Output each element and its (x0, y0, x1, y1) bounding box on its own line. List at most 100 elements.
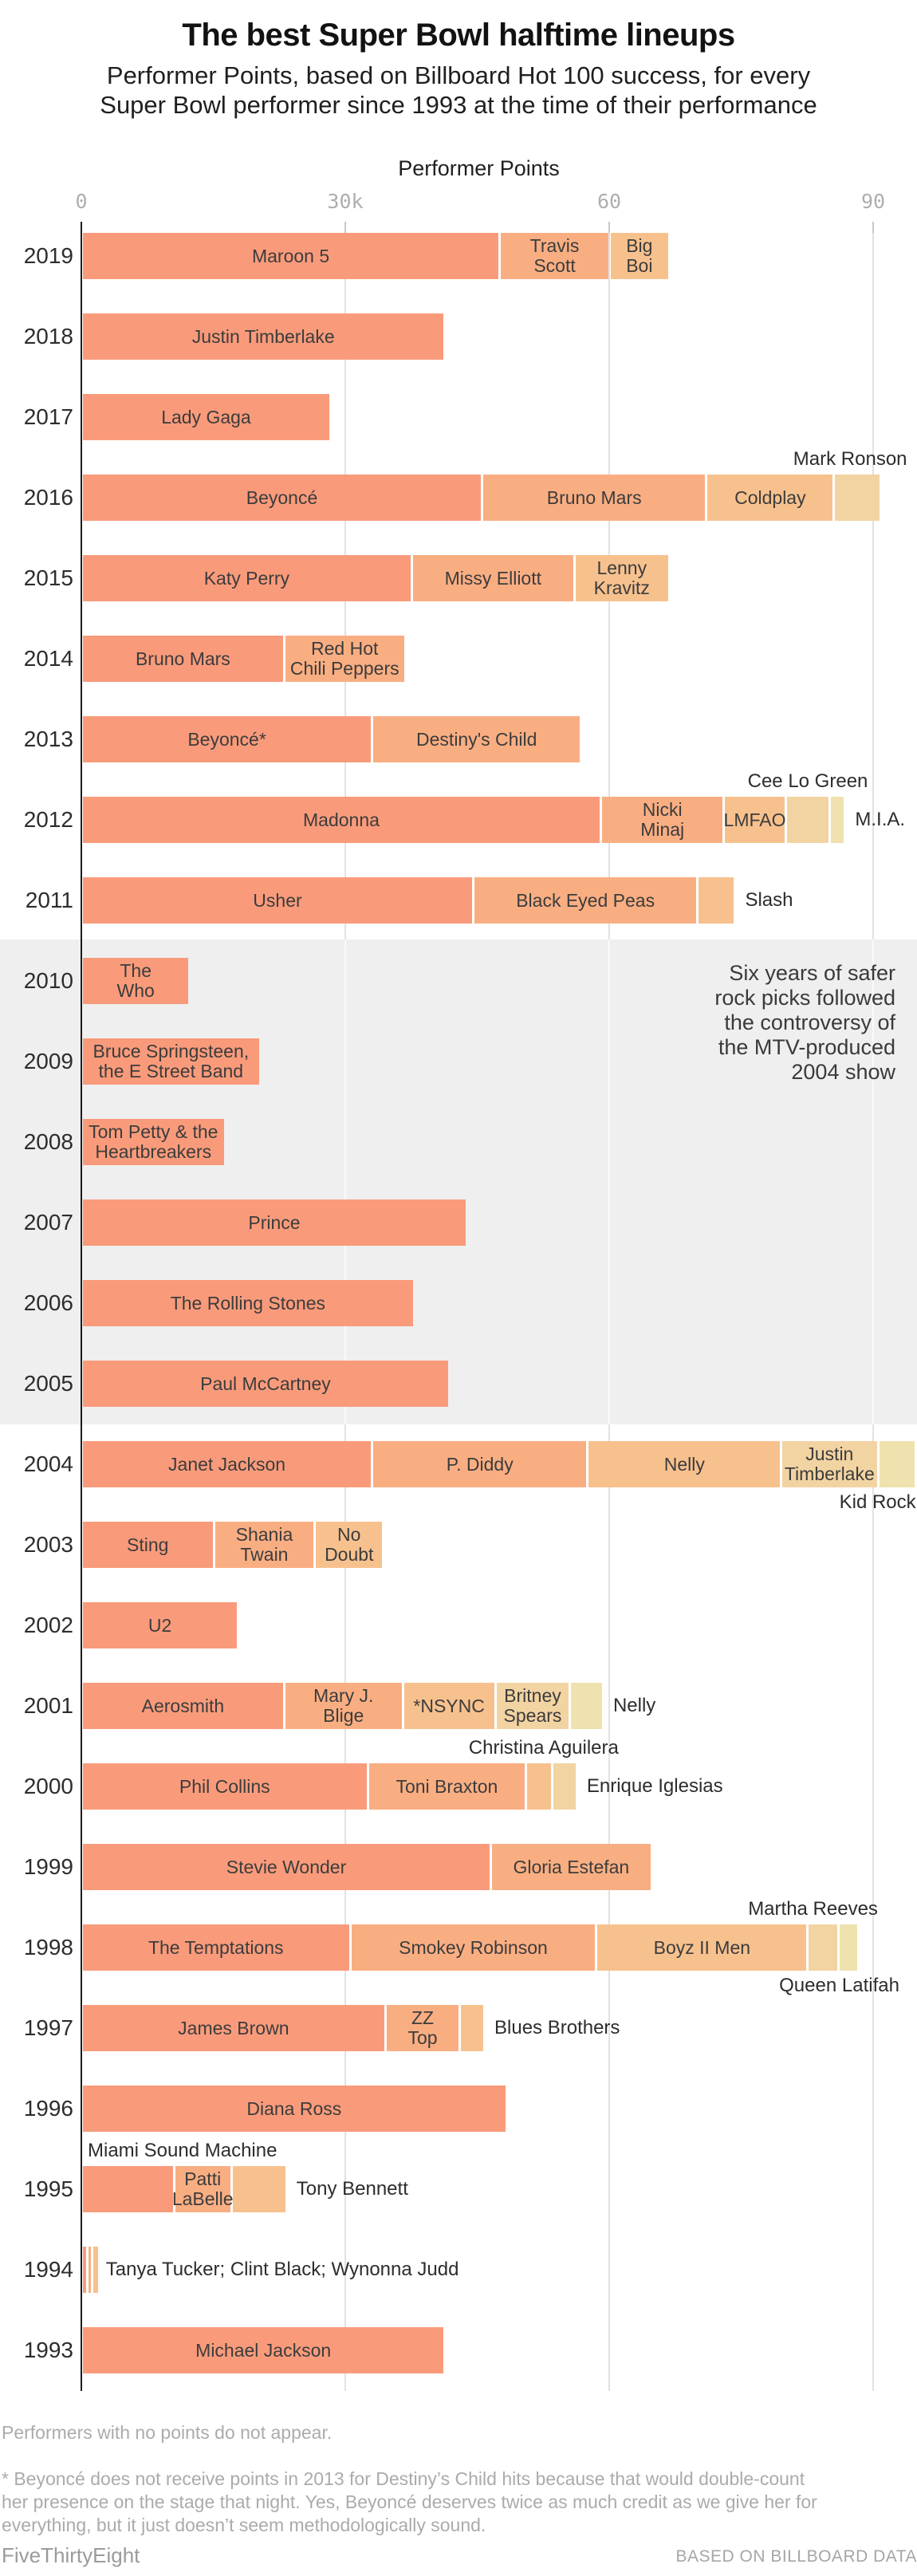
year-label-2013: 2013 (23, 727, 73, 751)
segment-label: U2 (148, 1614, 172, 1636)
bar-segment-2001--nsync: *NSYNC (403, 1683, 494, 1729)
segment-label: ZZ Top (407, 2007, 438, 2048)
chart-subtitle: Performer Points, based on Billboard Hot… (100, 61, 817, 119)
bar-segment-1993-michael-jackson: Michael Jackson (83, 2327, 444, 2373)
bar-segment-2004-kid-rock (879, 1441, 915, 1487)
bar-segment-2001-aerosmith: Aerosmith (83, 1683, 283, 1729)
segment-label: Travis Scott (529, 235, 580, 276)
segment-label: No Doubt (325, 1524, 374, 1565)
segment-label: Beyoncé (246, 486, 318, 508)
bar-segment-2004-p-diddy: P. Diddy (373, 1441, 587, 1487)
outside-label-martha-reeves: Martha Reeves (748, 1898, 878, 1920)
year-label-2005: 2005 (23, 1371, 73, 1396)
year-label-1996: 1996 (23, 2096, 73, 2121)
bar-segment-2018-justin-timberlake: Justin Timberlake (83, 313, 444, 360)
segment-label: Bruno Mars (546, 486, 642, 508)
year-label-2017: 2017 (23, 404, 73, 429)
year-label-2006: 2006 (23, 1290, 73, 1315)
bar-segment-2016-mark-ronson (835, 475, 880, 521)
segment-label: Beyoncé* (187, 728, 266, 750)
bar-segment-1997-james-brown: James Brown (83, 2005, 384, 2051)
year-label-2015: 2015 (23, 565, 73, 590)
source-fivethirtyeight: FiveThirtyEight (2, 2543, 140, 2567)
outside-label-miami-sound-machine: Miami Sound Machine (88, 2140, 277, 2161)
bar-segment-2015-lenny-kravitz: Lenny Kravitz (575, 555, 668, 601)
year-label-1999: 1999 (23, 1854, 73, 1879)
outside-label-slash: Slash (745, 889, 793, 911)
year-label-2014: 2014 (23, 646, 73, 671)
bar-segment-2012-cee-lo-green (786, 797, 828, 843)
segment-label: Patti LaBelle (171, 2168, 234, 2209)
bar-segment-2000-phil-collins: Phil Collins (83, 1763, 367, 1810)
bar-segment-2012-nicki-minaj: Nicki Minaj (601, 797, 723, 843)
bar-segment-2011-usher: Usher (83, 877, 472, 924)
segment-label: Madonna (303, 809, 380, 830)
bar-segment-1998-smokey-robinson: Smokey Robinson (351, 1924, 596, 1971)
bar-segment-2001-nelly (571, 1683, 602, 1729)
bar-segment-2009-bruce-springsteen-the-e-street-band: Bruce Springsteen, the E Street Band (83, 1038, 259, 1085)
bar-segment-2003-sting: Sting (83, 1522, 213, 1568)
bar-segment-1999-stevie-wonder: Stevie Wonder (83, 1844, 490, 1890)
outside-label-1994-group: Tanya Tucker; Clint Black; Wynonna Judd (105, 2259, 459, 2280)
segment-label: Shania Twain (235, 1524, 293, 1565)
segment-label: Aerosmith (141, 1695, 225, 1716)
bar-segment-2016-coldplay: Coldplay (707, 475, 833, 521)
segment-label: Maroon 5 (251, 245, 330, 266)
year-label-2007: 2007 (23, 1210, 73, 1235)
bar-segment-2004-janet-jackson: Janet Jackson (83, 1441, 372, 1487)
year-label-2010: 2010 (23, 968, 73, 993)
tick-mark-90 (872, 222, 874, 233)
year-label-2018: 2018 (23, 324, 73, 349)
segment-label: Nelly (663, 1453, 705, 1475)
y-axis-line (81, 222, 82, 2391)
segment-label: Nicki Minaj (640, 799, 685, 840)
outside-label-queen-latifah: Queen Latifah (779, 1975, 899, 1996)
outside-label-tony-bennett: Tony Bennett (296, 2178, 408, 2200)
bar-segment-2003-shania-twain: Shania Twain (214, 1522, 314, 1568)
segment-label: Coldplay (734, 486, 806, 508)
bar-segment-2010-the-who: The Who (83, 958, 189, 1004)
bar-segment-2014-red-hot-chili-peppers: Red Hot Chili Peppers (285, 636, 404, 682)
year-label-1994: 1994 (23, 2257, 73, 2282)
outside-label-blues-brothers: Blues Brothers (494, 2017, 620, 2038)
bar-segment-1997-zz-top: ZZ Top (386, 2005, 459, 2051)
segment-label: Boyz II Men (653, 1936, 751, 1958)
outside-label-m-i-a-: M.I.A. (855, 809, 906, 830)
segment-label: Mary J. Blige (313, 1685, 374, 1726)
bar-segment-2007-prince: Prince (83, 1199, 466, 1246)
segment-label: Bruce Springsteen, the E Street Band (92, 1041, 250, 1081)
bar-segment-2001-mary-j-blige: Mary J. Blige (285, 1683, 402, 1729)
bar-segment-2001-britney-spears: Britney Spears (496, 1683, 569, 1729)
segment-label: Red Hot Chili Peppers (289, 638, 399, 679)
segment-label: Big Boi (626, 235, 653, 276)
outside-label-kid-rock: Kid Rock (839, 1491, 916, 1513)
bar-segment-1998-martha-reeves (809, 1924, 837, 1971)
bar-segment-2012-lmfao: LMFAO (724, 797, 786, 843)
x-axis-title: Performer Points (398, 156, 560, 180)
segment-label: P. Diddy (446, 1453, 514, 1475)
gridline-90 (872, 233, 874, 2391)
bar-segment-2004-nelly: Nelly (588, 1441, 781, 1487)
outside-label-christina-aguilera: Christina Aguilera (468, 1737, 619, 1759)
segment-label: Toni Braxton (396, 1775, 498, 1797)
year-label-1995: 1995 (23, 2176, 73, 2201)
segment-label: Prince (248, 1211, 301, 1233)
bar-segment-2004-justin-timberlake: Justin Timberlake (782, 1441, 877, 1487)
segment-label: The Who (116, 960, 155, 1001)
segment-label: Usher (253, 889, 302, 911)
year-label-1997: 1997 (23, 2015, 73, 2040)
bar-segment-1998-the-temptations: The Temptations (83, 1924, 349, 1971)
year-label-1993: 1993 (23, 2338, 73, 2362)
year-label-2011: 2011 (25, 888, 73, 912)
year-label-2004: 2004 (23, 1451, 73, 1476)
bar-segment-1998-boyz-ii-men: Boyz II Men (597, 1924, 807, 1971)
bar-segment-2016-beyonc-: Beyoncé (83, 475, 482, 521)
bar-segment-2017-lady-gaga: Lady Gaga (83, 394, 329, 440)
segment-label: Katy Perry (203, 567, 290, 589)
segment-label: Sting (127, 1534, 169, 1555)
year-label-2008: 2008 (23, 1129, 73, 1154)
segment-label: Lenny Kravitz (593, 557, 650, 598)
year-label-2019: 2019 (23, 243, 73, 268)
